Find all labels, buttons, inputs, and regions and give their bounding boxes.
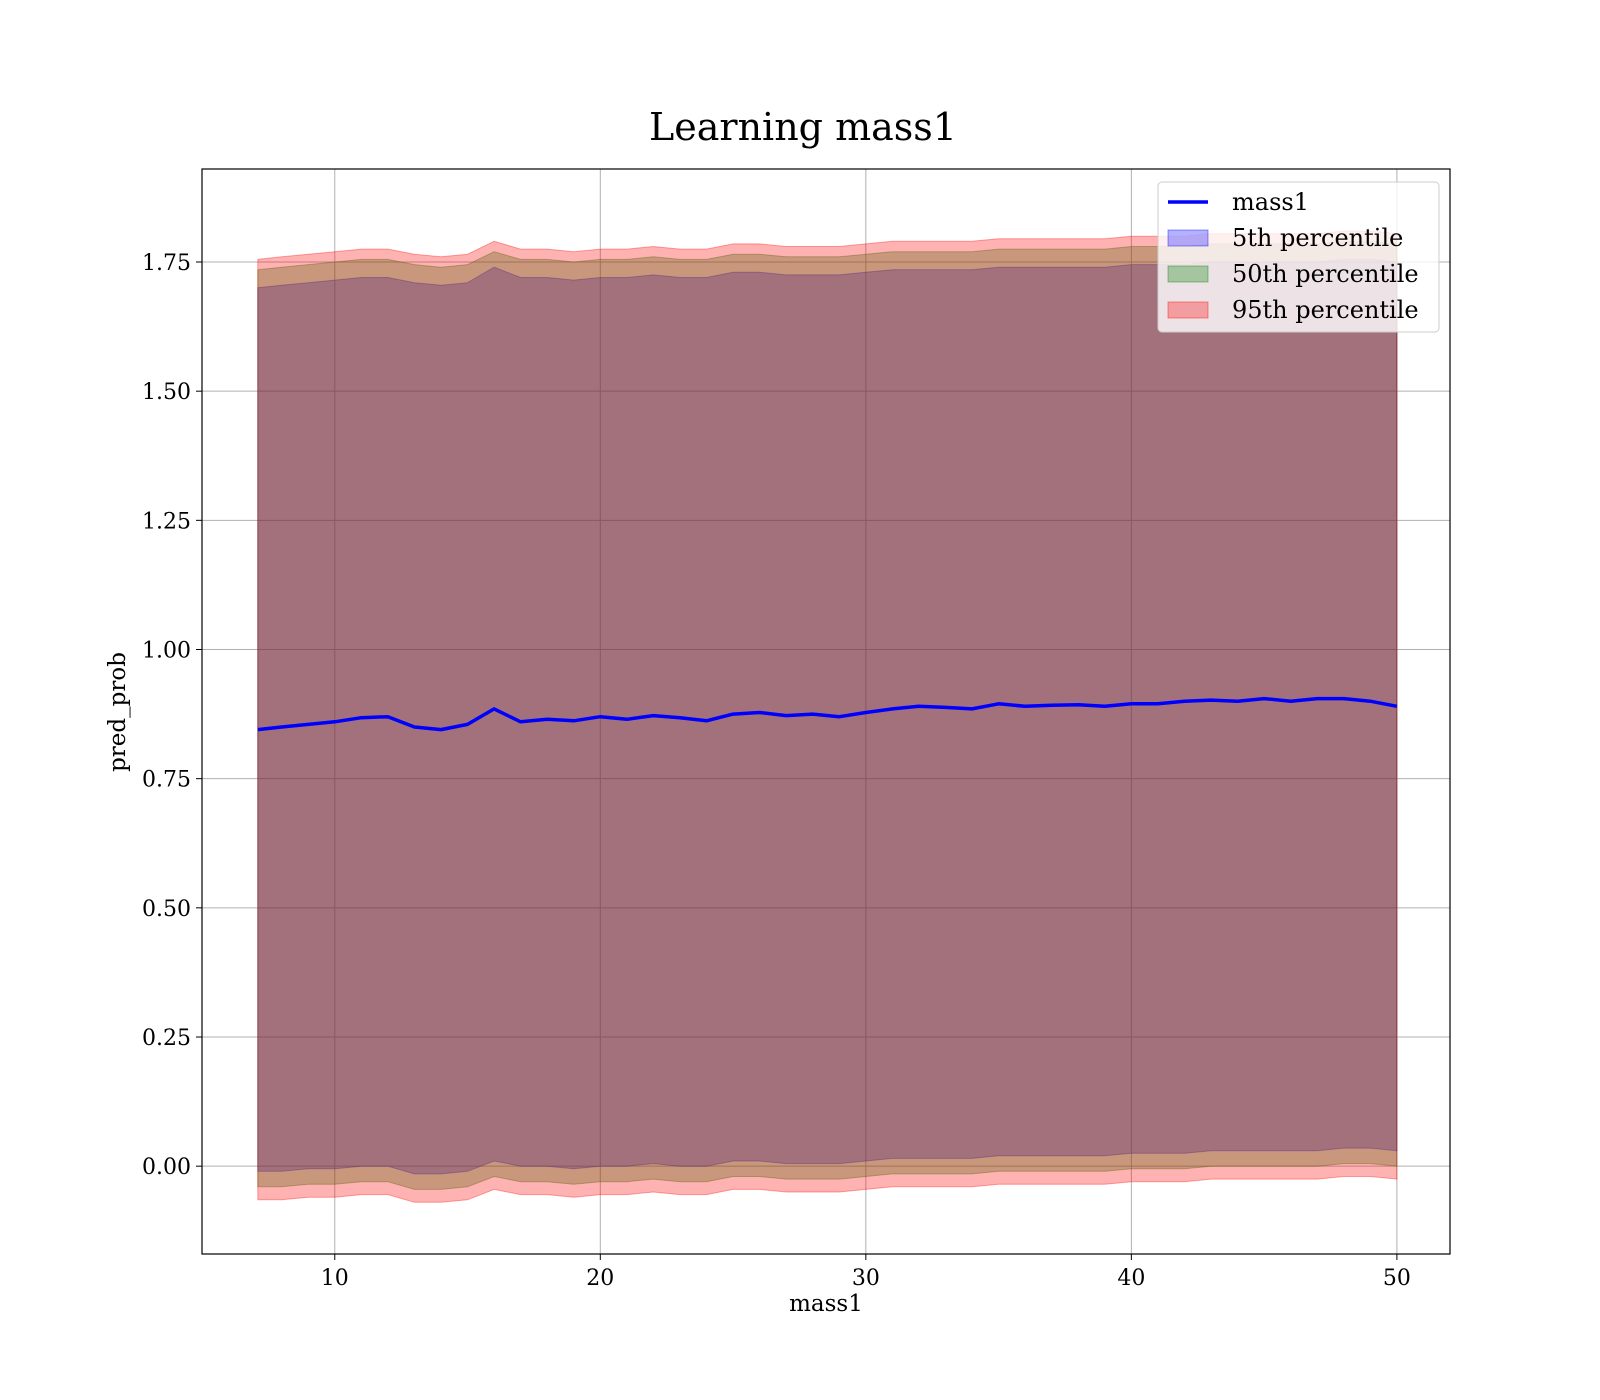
y-tick-label: 1.50 bbox=[142, 380, 191, 405]
legend-swatch-5th-percentile bbox=[1167, 229, 1209, 247]
legend-label-mass1: mass1 bbox=[1232, 188, 1309, 216]
y-axis-label: pred_prob bbox=[105, 652, 131, 772]
legend-label-5th-percentile: 5th percentile bbox=[1232, 224, 1403, 252]
x-tick-label: 30 bbox=[852, 1266, 880, 1291]
legend: mass1 5th percentile 50th percentile 95th p… bbox=[1157, 181, 1440, 333]
y-tick-label: 0.75 bbox=[142, 768, 191, 793]
y-tick-label: 1.75 bbox=[142, 251, 191, 276]
y-tick-label: 0.25 bbox=[142, 1026, 191, 1051]
legend-swatch-95th-percentile bbox=[1167, 301, 1209, 319]
legend-swatch-50th-percentile bbox=[1167, 265, 1209, 283]
x-tick-label: 40 bbox=[1117, 1266, 1145, 1291]
y-tick-label: 0.50 bbox=[142, 897, 191, 922]
axis-ticks: 10 20 30 40 50 0.00 0.25 0.50 0.75 1.00 1.25 1.50 1.… bbox=[142, 251, 1411, 1291]
legend-label-50th-percentile: 50th percentile bbox=[1232, 260, 1419, 288]
x-tick-label: 20 bbox=[586, 1266, 614, 1291]
y-tick-label: 1.25 bbox=[142, 509, 191, 534]
chart-title: Learning mass1 bbox=[649, 105, 957, 149]
plot-area bbox=[202, 169, 1450, 1254]
x-tick-label: 10 bbox=[321, 1266, 349, 1291]
y-tick-label: 1.00 bbox=[142, 639, 191, 664]
legend-box bbox=[1157, 181, 1440, 333]
legend-label-95th-percentile: 95th percentile bbox=[1232, 296, 1419, 324]
x-axis-label: mass1 bbox=[789, 1291, 863, 1317]
x-tick-label: 50 bbox=[1383, 1266, 1411, 1291]
y-tick-label: 0.00 bbox=[142, 1155, 191, 1180]
plot-frame bbox=[201, 168, 1451, 1255]
series-line-mass1 bbox=[257, 696, 1398, 732]
